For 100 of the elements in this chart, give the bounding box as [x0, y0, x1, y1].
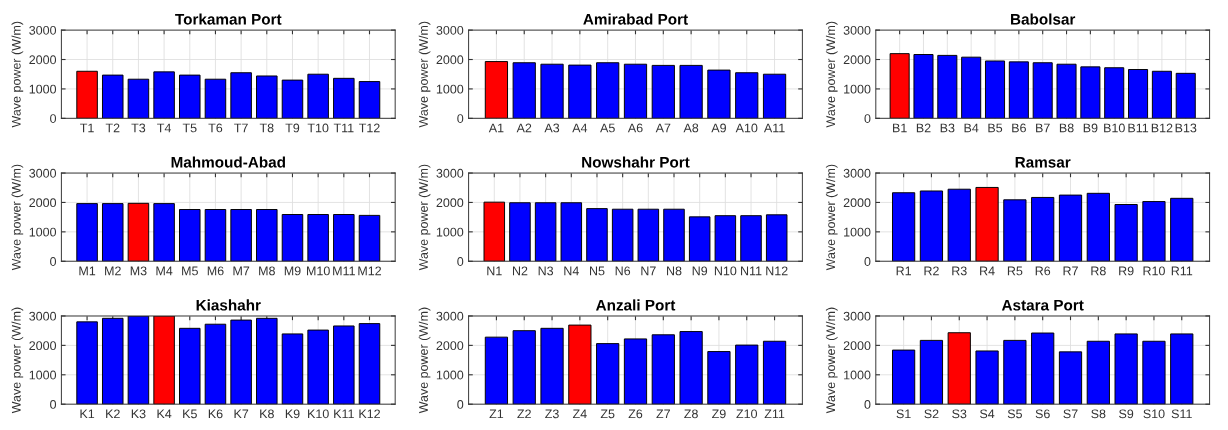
bar [127, 202, 150, 262]
bar [947, 332, 971, 405]
bar [765, 214, 788, 262]
x-tick-label: R6 [1035, 266, 1051, 276]
bar [707, 351, 731, 405]
x-tick-label: T12 [359, 123, 380, 133]
x-tick-label: A6 [627, 123, 643, 133]
x-tick-label: K3 [131, 409, 146, 419]
bar [281, 79, 304, 119]
bar [586, 208, 608, 262]
x-tick-label: R7 [1063, 266, 1078, 276]
x-tick-label: M8 [259, 266, 275, 276]
x-tick-label: M9 [284, 266, 301, 276]
bar [483, 201, 506, 262]
bar [230, 209, 252, 262]
y-tick-label: 0 [864, 257, 871, 266]
x-tick-label: A1 [488, 123, 504, 133]
bar [153, 203, 175, 262]
bar [560, 202, 583, 262]
bar [484, 336, 509, 405]
bar [307, 214, 329, 262]
bar [947, 188, 971, 262]
x-tick-label: A10 [735, 123, 758, 133]
x-tick-label: N5 [590, 266, 605, 276]
y-tick-label: 1000 [844, 227, 871, 237]
bar [1032, 62, 1053, 119]
y-axis-title: Wave power (W/m) [418, 21, 431, 128]
bar [1031, 332, 1055, 405]
x-tick-label: R11 [1171, 266, 1193, 276]
y-tick-label: 3000 [29, 311, 57, 321]
bar [484, 61, 509, 119]
bar [1086, 192, 1110, 262]
y-tick-label: 2000 [436, 55, 464, 65]
x-tick-label: M11 [333, 266, 355, 276]
y-tick-label: 1000 [29, 84, 57, 94]
bar [889, 53, 910, 119]
y-tick-label: 3000 [436, 25, 464, 35]
x-tick-label: M5 [182, 266, 198, 276]
x-tick-label: B12 [1151, 123, 1173, 133]
x-tick-label: S1 [896, 409, 911, 419]
bar [358, 323, 381, 405]
chart-title: Amirabad Port [583, 13, 688, 25]
x-tick-label: S2 [924, 409, 939, 419]
x-tick-label: R3 [952, 266, 967, 276]
bar [651, 64, 675, 119]
x-tick-label: T6 [208, 123, 223, 133]
y-axis-title: Wave power (W/m) [825, 164, 838, 271]
x-tick-label: R10 [1143, 266, 1165, 276]
x-tick-label: R8 [1091, 266, 1106, 276]
bar [984, 60, 1006, 119]
bar [358, 214, 381, 262]
x-tick-label: Z3 [545, 409, 559, 419]
bar [611, 208, 634, 262]
x-tick-label: A5 [600, 123, 615, 133]
x-tick-label: A3 [544, 123, 560, 133]
x-tick-label: Z4 [572, 409, 587, 419]
bar [101, 317, 124, 405]
x-tick-label: M2 [105, 266, 121, 276]
bar [101, 74, 124, 119]
x-tick-label: B8 [1059, 123, 1074, 133]
x-tick-label: M7 [233, 266, 250, 276]
x-tick-label: B7 [1036, 123, 1050, 133]
y-tick-label: 3000 [436, 311, 464, 321]
y-tick-label: 3000 [843, 311, 871, 321]
x-tick-label: B6 [1012, 123, 1026, 133]
bar [1058, 194, 1083, 262]
x-tick-label: Z2 [517, 409, 531, 419]
bar [913, 54, 934, 119]
bar [509, 202, 531, 262]
x-tick-label: T7 [234, 123, 248, 133]
x-tick-label: N6 [615, 266, 631, 276]
x-tick-label: B13 [1175, 123, 1197, 133]
x-tick-label: Z11 [764, 409, 785, 419]
x-tick-label: B3 [940, 123, 955, 133]
y-tick-label: 0 [864, 400, 871, 409]
x-tick-label: Z5 [600, 409, 615, 419]
x-tick-label: B2 [916, 123, 931, 133]
bar [975, 186, 999, 262]
bar [127, 315, 150, 405]
bar [204, 209, 227, 262]
x-tick-label: N8 [667, 266, 682, 276]
y-axis-title: Wave power (W/m) [11, 164, 24, 271]
bar [707, 69, 731, 119]
x-tick-label: S9 [1119, 409, 1134, 419]
x-tick-label: B1 [893, 123, 907, 133]
y-tick-label: 3000 [843, 25, 871, 35]
bar [1086, 340, 1110, 405]
x-tick-label: T1 [80, 123, 94, 133]
y-tick-label: 0 [864, 114, 871, 123]
bar [534, 202, 557, 262]
bar [892, 192, 916, 262]
x-tick-label: A2 [516, 123, 532, 133]
x-tick-label: A11 [763, 123, 785, 133]
bar [1114, 333, 1138, 405]
bar [937, 54, 958, 119]
x-tick-label: Z1 [489, 409, 504, 419]
bar [740, 215, 762, 262]
bar [179, 74, 201, 119]
bar [512, 330, 536, 405]
x-tick-label: A8 [683, 123, 699, 133]
